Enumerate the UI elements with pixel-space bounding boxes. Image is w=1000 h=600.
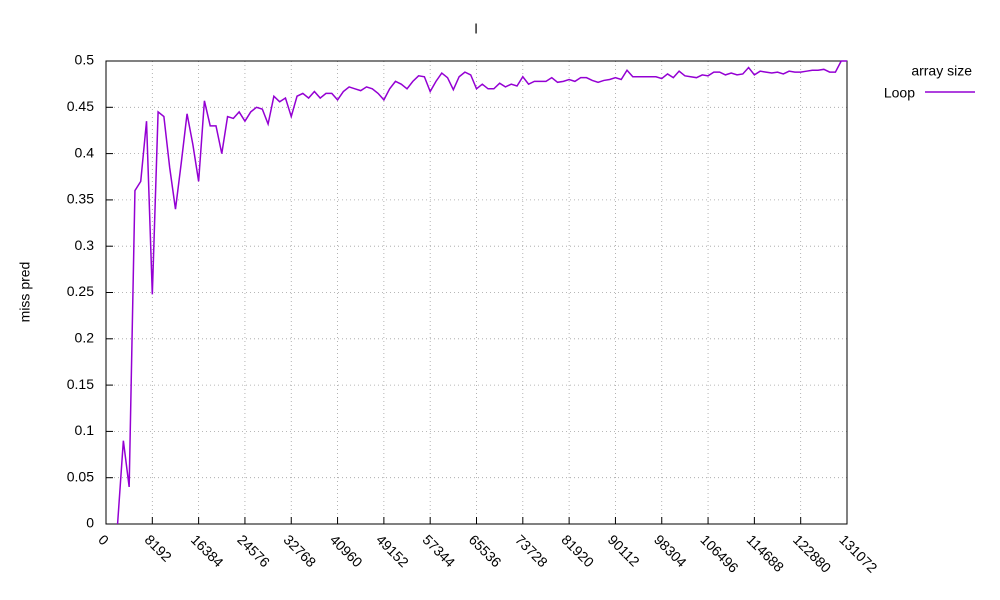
y-tick-label: 0.2 <box>75 330 95 346</box>
data-line <box>116 60 847 525</box>
y-tick-label: 0.4 <box>75 144 95 160</box>
y-tick-label: 0.15 <box>67 376 94 392</box>
y-tick-label: 0.1 <box>75 422 95 438</box>
x-tick-label: 0 <box>95 531 112 548</box>
x-tick-label: 122880 <box>790 531 834 575</box>
x-tick-label: 90112 <box>605 531 643 569</box>
x-tick-label: 73728 <box>512 531 551 570</box>
y-tick-label: 0.3 <box>75 237 95 253</box>
x-tick-label: 40960 <box>327 531 366 570</box>
y-tick-label: 0.5 <box>75 52 95 68</box>
chart-title: l <box>474 21 477 37</box>
x-tick-label: 57344 <box>419 531 458 570</box>
x-tick-label: 131072 <box>836 531 880 575</box>
x-tick-label: 24576 <box>234 531 273 570</box>
legend-title: array size <box>911 63 972 79</box>
x-tick-label: 98304 <box>651 531 690 570</box>
x-tick-label: 16384 <box>188 531 227 570</box>
y-tick-label: 0.25 <box>67 283 94 299</box>
y-tick-label: 0.35 <box>67 191 94 207</box>
y-tick-label: 0 <box>86 515 94 531</box>
y-tick-label: 0.45 <box>67 98 94 114</box>
x-tick-label: 8192 <box>142 531 175 564</box>
x-tick-label: 106496 <box>697 531 741 575</box>
y-axis-label: miss pred <box>17 262 33 323</box>
x-tick-label: 114688 <box>744 531 788 575</box>
x-tick-label: 81920 <box>558 531 597 570</box>
x-tick-label: 32768 <box>281 531 320 570</box>
y-tick-label: 0.05 <box>67 468 94 484</box>
plot-border <box>105 60 848 525</box>
legend-label: Loop <box>884 85 915 101</box>
x-tick-label: 65536 <box>466 531 505 570</box>
x-tick-label: 49152 <box>373 531 412 570</box>
